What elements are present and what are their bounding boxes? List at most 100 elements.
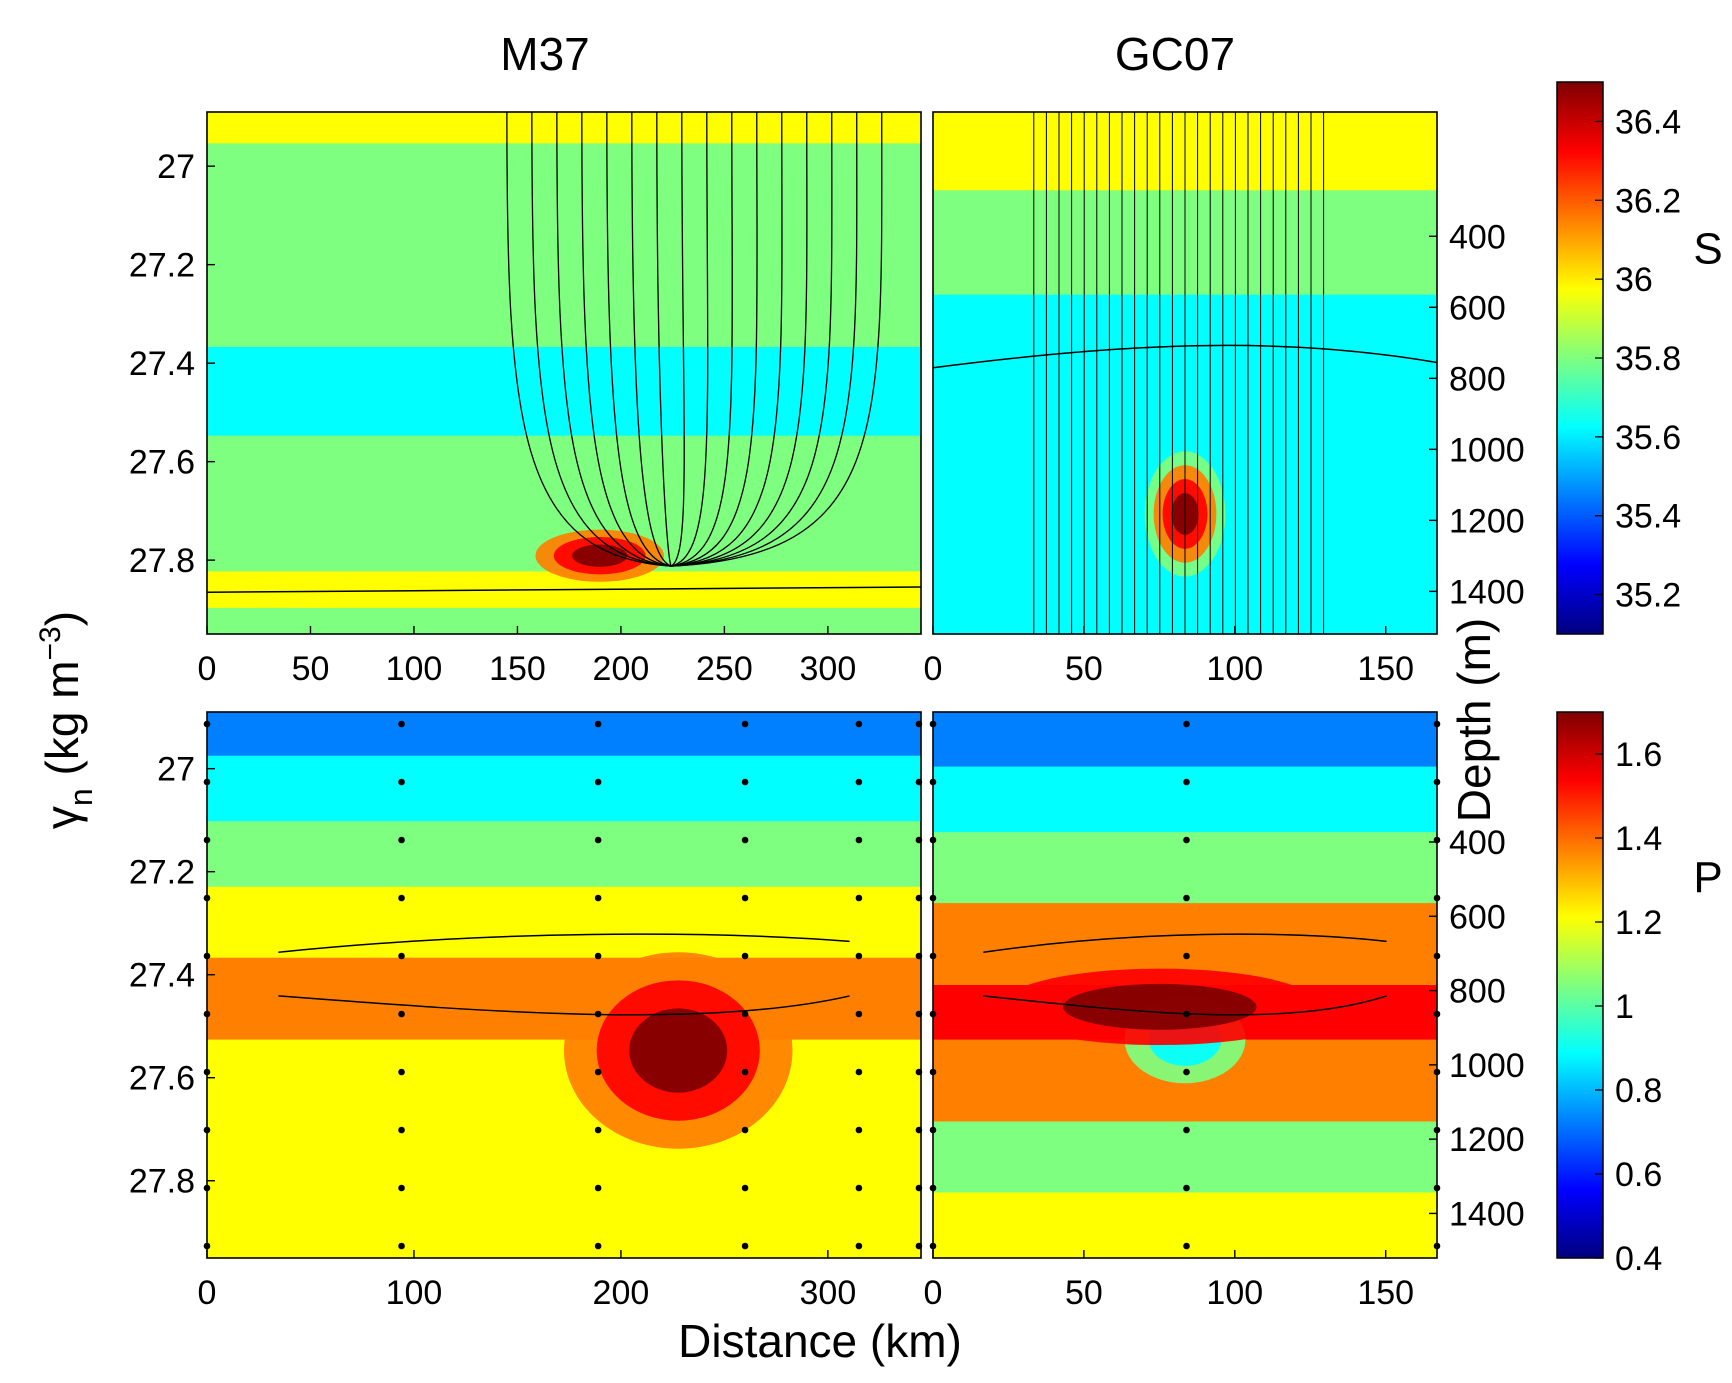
station-dot (203, 1126, 211, 1134)
station-dot (203, 1068, 211, 1076)
station-dot (915, 778, 923, 786)
station-dot (929, 894, 937, 902)
contour-line (581, 112, 672, 567)
y-tick-label: 27 (157, 751, 195, 789)
colorbar-tick-label: 1 (1615, 988, 1634, 1026)
field-band (207, 1121, 921, 1205)
station-dot (594, 1126, 602, 1134)
station-dot (855, 1126, 863, 1134)
station-dot (203, 1184, 211, 1192)
depth-tick-label: 400 (1449, 218, 1506, 256)
y-tick-label: 27.4 (129, 957, 195, 995)
colorbar-tick-label: 0.4 (1615, 1240, 1662, 1278)
field-band (933, 712, 1437, 768)
contour-line (671, 112, 758, 567)
station-dot (594, 894, 602, 902)
station-dot (203, 952, 211, 960)
field-band (207, 712, 921, 757)
colorbar-tick-label: 35.4 (1615, 498, 1681, 536)
station-dot (594, 778, 602, 786)
station-dot (398, 1010, 405, 1018)
station-dot (1433, 720, 1441, 728)
station-dot (398, 1184, 405, 1192)
depth-tick-label: 1200 (1449, 502, 1525, 540)
station-dot (929, 836, 937, 844)
station-dot (915, 1242, 923, 1250)
x-tick-label: 50 (1065, 1274, 1103, 1312)
station-dot (741, 952, 749, 960)
depth-tick-label: 800 (1449, 360, 1506, 398)
x-tick-label: 150 (1357, 1274, 1414, 1312)
station-dot (203, 720, 211, 728)
colorbar-gradient (1556, 711, 1604, 1259)
field-band (207, 143, 921, 270)
x-tick-label: 0 (198, 650, 217, 688)
y-axis-label: γn (kg m−3) (34, 611, 99, 829)
depth-tick-label: 1200 (1449, 1121, 1525, 1159)
field-core (1063, 983, 1257, 1030)
contour-line (631, 112, 672, 567)
field-band (207, 268, 921, 348)
station-dot (929, 1242, 937, 1250)
station-dot (1183, 1126, 1190, 1134)
depth-tick-label: 600 (1449, 289, 1506, 327)
x-tick-label: 100 (1206, 1274, 1263, 1312)
station-dot (1183, 1068, 1190, 1076)
y-tick-label: 27 (157, 148, 195, 186)
contour-line (506, 112, 672, 567)
station-dot (594, 836, 602, 844)
panel-3 (206, 711, 922, 1259)
colorbar-tick-label: 1.2 (1615, 904, 1662, 942)
depth-axis-label: Depth (m) (1448, 618, 1500, 822)
x-axis-label: Distance (km) (678, 1315, 962, 1367)
panel-frame (206, 111, 922, 635)
colorbar-tick-label: 0.8 (1615, 1072, 1662, 1110)
station-dot (203, 1010, 211, 1018)
contour-line (671, 112, 858, 567)
station-dot (398, 836, 405, 844)
station-dot (1433, 1010, 1441, 1018)
y-tick-label: 27.2 (129, 247, 195, 285)
contour-line (278, 933, 850, 953)
station-dot (855, 1068, 863, 1076)
station-dot (929, 1068, 937, 1076)
colorbar-tick-label: 0.6 (1615, 1156, 1662, 1194)
station-dot (1433, 836, 1441, 844)
station-dot (929, 952, 937, 960)
y-tick-label: 27.8 (129, 1163, 195, 1201)
x-tick-label: 250 (696, 650, 753, 688)
station-dot (1183, 778, 1190, 786)
station-dot (855, 1242, 863, 1250)
station-dot (398, 720, 405, 728)
colorbar-tick-label: 36.4 (1615, 103, 1681, 141)
field-core (572, 544, 628, 567)
station-dot (1183, 1184, 1190, 1192)
x-tick-label: 100 (1206, 650, 1263, 688)
station-dot (594, 1242, 602, 1250)
field-band (207, 607, 921, 634)
depth-tick-label: 1000 (1449, 431, 1525, 469)
panel-1 (206, 111, 922, 635)
axes-2: 0 50 100 150 400 600 800 1000 1200 1400 (924, 218, 1525, 688)
station-dot (594, 1010, 602, 1018)
station-dot (741, 778, 749, 786)
contour-line (606, 112, 672, 567)
x-tick-label: 150 (1357, 650, 1414, 688)
x-tick-label: 300 (800, 650, 857, 688)
station-dot (594, 952, 602, 960)
contour-line (656, 112, 672, 567)
station-dot (1433, 1242, 1441, 1250)
axes-1: 0 50 100 150 200 250 300 27 27.2 27.4 27.6 27.8 (129, 148, 856, 688)
colorbar-tick-label: 1.6 (1615, 736, 1662, 774)
station-dot (398, 952, 405, 960)
station-dot (915, 836, 923, 844)
station-dot (929, 720, 937, 728)
station-dot (203, 894, 211, 902)
panel-4 (932, 711, 1438, 1259)
contour-line (556, 112, 672, 567)
field-band (207, 112, 921, 145)
x-tick-label: 50 (292, 650, 330, 688)
panel-frame (932, 711, 1438, 1259)
contour-line (671, 112, 808, 567)
